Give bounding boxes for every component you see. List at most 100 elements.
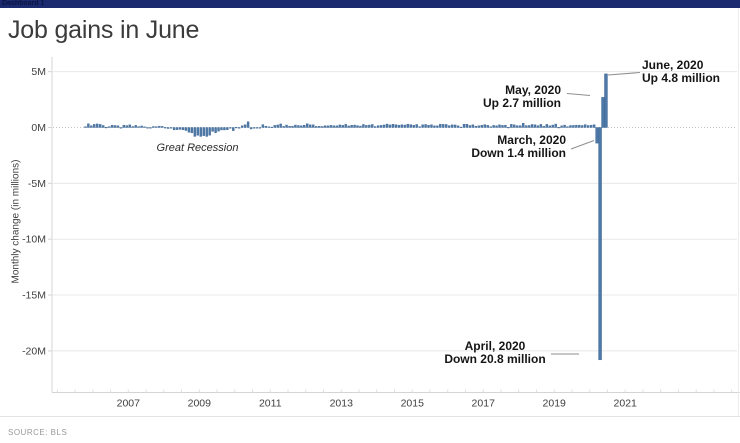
bar-2014-07[interactable] xyxy=(394,124,398,128)
bar-2007-09[interactable] xyxy=(152,126,155,128)
bar-2007-12[interactable] xyxy=(161,126,164,128)
bar-2008-03[interactable] xyxy=(169,127,173,129)
bar-2013-04[interactable] xyxy=(350,125,353,128)
bar-2010-07[interactable] xyxy=(252,127,256,129)
bar-2016-06[interactable] xyxy=(462,123,466,128)
bar-2019-04[interactable] xyxy=(563,124,566,128)
bar-2007-02[interactable] xyxy=(131,126,134,128)
bar-2016-11[interactable] xyxy=(477,125,480,128)
bar-2014-11[interactable] xyxy=(406,123,410,128)
bar-2014-12[interactable] xyxy=(409,124,412,128)
bar-2005-11[interactable] xyxy=(87,123,90,128)
bar-2017-02[interactable] xyxy=(486,125,489,128)
bar-2011-09[interactable] xyxy=(294,124,297,128)
bar-2013-01[interactable] xyxy=(341,125,344,128)
bar-2008-11[interactable] xyxy=(193,127,197,137)
bar-2018-03[interactable] xyxy=(524,125,528,128)
bar-2011-01[interactable] xyxy=(270,126,273,128)
bar-2018-06[interactable] xyxy=(533,124,537,128)
bar-2010-10[interactable] xyxy=(261,124,265,128)
bar-2015-08[interactable] xyxy=(433,125,436,128)
bar-2017-10[interactable] xyxy=(510,124,513,128)
bar-2010-02[interactable] xyxy=(238,127,241,129)
bar-2018-05[interactable] xyxy=(530,124,534,128)
bar-2006-06[interactable] xyxy=(107,126,111,128)
bar-2019-12[interactable] xyxy=(587,125,590,128)
bar-2009-07[interactable] xyxy=(217,127,220,132)
bar-2010-03[interactable] xyxy=(240,125,244,128)
bar-2018-10[interactable] xyxy=(545,124,549,128)
bar-2007-01[interactable] xyxy=(128,124,131,128)
bar-2009-10[interactable] xyxy=(226,127,229,130)
bar-2019-06[interactable] xyxy=(569,125,572,128)
bar-2013-05[interactable] xyxy=(353,124,356,128)
bar-2019-10[interactable] xyxy=(581,125,584,128)
bar-2011-02[interactable] xyxy=(273,125,276,128)
bar-2012-09[interactable] xyxy=(329,125,333,128)
bar-2012-03[interactable] xyxy=(311,124,315,128)
bar-2014-05[interactable] xyxy=(388,124,392,128)
bar-2018-02[interactable] xyxy=(521,123,525,128)
bar-2013-07[interactable] xyxy=(359,125,362,128)
bar-2012-07[interactable] xyxy=(323,125,327,128)
bar-2015-05[interactable] xyxy=(424,124,427,128)
bar-2010-12[interactable] xyxy=(267,126,270,128)
bar-2013-08[interactable] xyxy=(362,124,365,128)
bar-2013-02[interactable] xyxy=(344,124,347,128)
bar-2014-10[interactable] xyxy=(403,124,407,128)
bar-2019-09[interactable] xyxy=(578,124,581,128)
bar-2017-01[interactable] xyxy=(483,124,486,128)
bar-2008-08[interactable] xyxy=(184,127,188,131)
bar-2013-10[interactable] xyxy=(368,124,371,128)
bar-2016-09[interactable] xyxy=(471,124,475,128)
bar-2012-05[interactable] xyxy=(317,126,321,128)
bar-2013-06[interactable] xyxy=(356,125,359,128)
bar-2012-12[interactable] xyxy=(338,124,341,128)
bar-2016-07[interactable] xyxy=(465,124,469,128)
bar-2007-10[interactable] xyxy=(155,126,158,128)
bar-2014-09[interactable] xyxy=(400,124,404,128)
bar-2016-08[interactable] xyxy=(468,125,472,128)
bar-2008-05[interactable] xyxy=(175,127,179,130)
bar-2006-08[interactable] xyxy=(113,125,117,128)
bar-2020-05[interactable] xyxy=(601,97,605,128)
bar-2011-03[interactable] xyxy=(276,124,279,128)
bar-2018-08[interactable] xyxy=(539,124,543,128)
bar-2008-10[interactable] xyxy=(190,127,194,134)
bar-2013-11[interactable] xyxy=(371,124,374,128)
bar-2018-07[interactable] xyxy=(536,125,540,128)
bar-2010-09[interactable] xyxy=(258,127,262,129)
bar-2015-02[interactable] xyxy=(415,124,418,128)
bar-2009-12[interactable] xyxy=(232,127,235,131)
bar-2008-06[interactable] xyxy=(178,127,182,130)
bar-2007-08[interactable] xyxy=(149,127,152,129)
bar-2009-03[interactable] xyxy=(205,127,208,137)
bar-2006-02[interactable] xyxy=(96,123,99,128)
bar-2017-07[interactable] xyxy=(501,125,504,128)
bar-2014-04[interactable] xyxy=(385,123,389,128)
bar-2019-02[interactable] xyxy=(557,127,560,129)
bar-2009-01[interactable] xyxy=(199,127,202,137)
bar-2012-10[interactable] xyxy=(332,125,336,128)
bar-2019-11[interactable] xyxy=(584,124,587,128)
bar-2019-07[interactable] xyxy=(572,125,575,128)
bar-2014-06[interactable] xyxy=(391,124,395,128)
bar-2015-09[interactable] xyxy=(436,125,439,128)
bar-2017-12[interactable] xyxy=(516,125,519,128)
bar-2010-04[interactable] xyxy=(243,124,247,128)
bar-2010-05[interactable] xyxy=(246,121,250,128)
bar-2012-02[interactable] xyxy=(309,124,312,128)
bar-2009-04[interactable] xyxy=(208,127,211,136)
bar-2014-03[interactable] xyxy=(382,124,386,128)
bar-2011-08[interactable] xyxy=(291,125,294,128)
bar-2020-02[interactable] xyxy=(592,124,596,128)
bar-2011-05[interactable] xyxy=(282,126,285,128)
bar-2015-11[interactable] xyxy=(442,124,445,128)
bar-2016-10[interactable] xyxy=(474,125,478,128)
bar-2017-08[interactable] xyxy=(504,124,507,128)
bar-2009-08[interactable] xyxy=(220,127,223,131)
bar-2009-06[interactable] xyxy=(214,127,217,133)
bar-2008-04[interactable] xyxy=(172,127,176,131)
bar-2015-12[interactable] xyxy=(445,124,448,128)
bar-2011-10[interactable] xyxy=(297,125,300,128)
